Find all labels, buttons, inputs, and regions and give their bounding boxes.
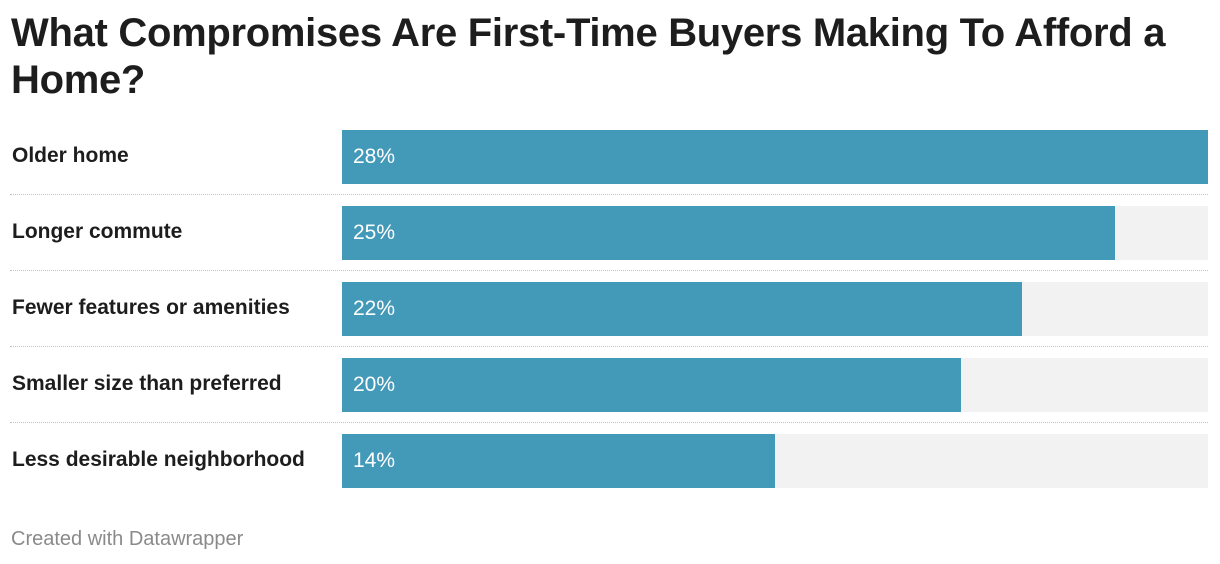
- row-divider: [10, 270, 1208, 271]
- bar-row: Longer commute 25%: [0, 206, 1220, 260]
- bar: [342, 206, 1115, 260]
- bar-value-label: 25%: [353, 221, 396, 244]
- bar-row: Less desirable neighborhood 14%: [0, 434, 1220, 488]
- row-divider: [10, 346, 1208, 347]
- category-label: Fewer features or amenities: [12, 296, 290, 319]
- bar-track: 22%: [342, 282, 1208, 336]
- bar-row: Fewer features or amenities 22%: [0, 282, 1220, 336]
- category-label: Older home: [12, 144, 129, 167]
- bar-row: Smaller size than preferred 20%: [0, 358, 1220, 412]
- bar: [342, 434, 775, 488]
- bar: [342, 358, 961, 412]
- bar-track: 20%: [342, 358, 1208, 412]
- chart-title: What Compromises Are First-Time Buyers M…: [11, 11, 1166, 102]
- datawrapper-credit: Created with Datawrapper: [11, 528, 244, 550]
- bar-value-label: 22%: [353, 297, 396, 320]
- bar-track: 14%: [342, 434, 1208, 488]
- bar-value-label: 14%: [353, 449, 396, 472]
- bar-row: Older home 28%: [0, 130, 1220, 184]
- bar: [342, 282, 1022, 336]
- category-label: Longer commute: [12, 220, 183, 243]
- category-label: Smaller size than preferred: [12, 372, 282, 395]
- bar-track: 25%: [342, 206, 1208, 260]
- bar: [342, 130, 1208, 184]
- bar-value-label: 28%: [353, 145, 396, 168]
- row-divider: [10, 422, 1208, 423]
- category-label: Less desirable neighborhood: [12, 448, 305, 471]
- row-divider: [10, 194, 1208, 195]
- bar-track: 28%: [342, 130, 1208, 184]
- bar-value-label: 20%: [353, 373, 396, 396]
